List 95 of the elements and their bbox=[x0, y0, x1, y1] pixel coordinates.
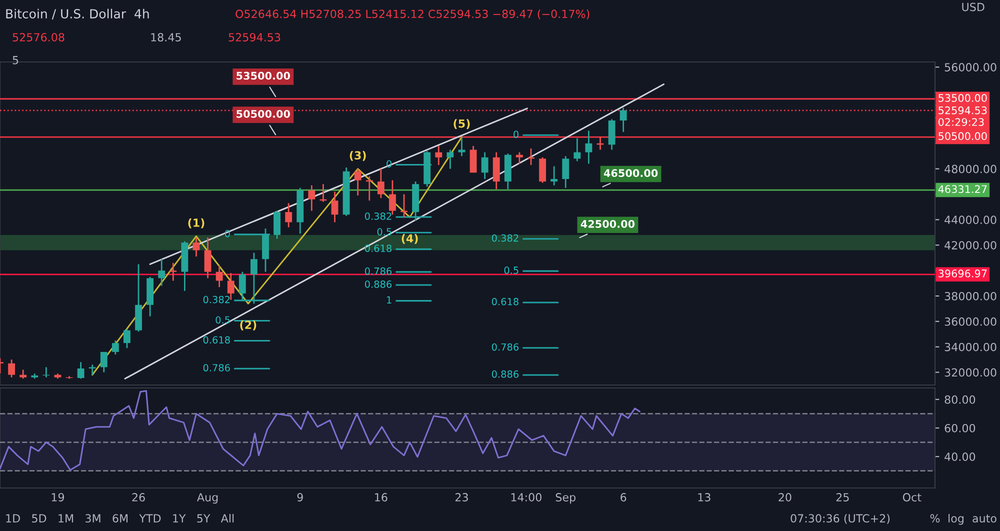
candlestick bbox=[354, 168, 362, 196]
y-tick-label: 32000.00 bbox=[944, 368, 996, 377]
annotation: 0.382 bbox=[364, 212, 392, 220]
candlestick bbox=[585, 130, 592, 164]
y-tick-label: 44000.00 bbox=[944, 216, 996, 224]
candlestick bbox=[158, 258, 166, 287]
annotation: 0.886 bbox=[492, 370, 519, 378]
x-tick-label: 13 bbox=[698, 493, 710, 502]
text: USD bbox=[962, 2, 984, 12]
y-tick-label: 36000.00 bbox=[944, 317, 996, 326]
annotation: (5) bbox=[454, 119, 470, 130]
candlestick bbox=[204, 236, 212, 279]
y-tick-label: 34000.00 bbox=[944, 342, 996, 352]
annotation: 0.618 bbox=[203, 336, 230, 344]
annotation: (3) bbox=[350, 150, 366, 161]
x-tick-label: Sep bbox=[556, 493, 576, 504]
y-tick-label: 42000.00 bbox=[944, 241, 996, 250]
annotation: (1) bbox=[188, 218, 204, 228]
y-tick-label: 56000.00 bbox=[944, 63, 996, 72]
candlestick bbox=[170, 262, 177, 282]
annotation: 0.786 bbox=[203, 364, 230, 372]
candlestick bbox=[331, 191, 338, 223]
candlestick bbox=[481, 152, 488, 180]
annotation: 46500.00 bbox=[604, 169, 658, 178]
candlestick bbox=[112, 340, 119, 356]
y-tick-label: 48000.00 bbox=[944, 164, 996, 174]
text: 1D 5D 1M 3M 6M YTD 1Y 5Y All bbox=[6, 514, 234, 523]
x-tick-label: Oct bbox=[902, 493, 922, 502]
annotation: 50500.00 bbox=[236, 110, 290, 118]
y-tick-label: 38000.00 bbox=[944, 292, 996, 300]
candlestick bbox=[574, 138, 581, 162]
candlestick bbox=[100, 351, 108, 373]
annotation: 5 bbox=[12, 56, 18, 64]
candlestick bbox=[562, 155, 570, 189]
y-tick-label: 40.00 bbox=[944, 452, 976, 461]
annotation: 0 bbox=[514, 130, 518, 138]
x-tick-label: 25 bbox=[836, 493, 849, 502]
annotation: 0.5 bbox=[216, 316, 230, 324]
candlestick bbox=[88, 364, 96, 376]
annotation: (4) bbox=[402, 234, 418, 244]
annotation: 0.618 bbox=[492, 298, 518, 306]
annotation: (2) bbox=[240, 320, 256, 330]
annotation: 0.786 bbox=[492, 343, 519, 351]
candlestick bbox=[516, 152, 523, 164]
x-tick-label: Aug bbox=[197, 493, 218, 504]
text: 18.45 bbox=[151, 33, 181, 42]
candlestick bbox=[285, 202, 292, 228]
text: 52594.53 bbox=[228, 33, 280, 42]
x-tick-label: 14:00 bbox=[511, 493, 542, 502]
candlestick bbox=[446, 149, 454, 170]
ref-line-label: 46331.27 bbox=[938, 185, 987, 194]
annotation: 0.786 bbox=[364, 267, 392, 275]
annotation: 0.382 bbox=[203, 296, 230, 304]
x-tick-label: 23 bbox=[455, 493, 468, 502]
y-tick-label: 80.00 bbox=[944, 395, 976, 404]
candlestick bbox=[8, 358, 16, 378]
x-tick-label: 16 bbox=[375, 493, 388, 502]
annotation: 0.5 bbox=[504, 266, 518, 274]
text: O52646.54 H52708.25 L52415.12 C52594.53 −89.47 (−0.17%) bbox=[236, 10, 590, 20]
annotation: 42500.00 bbox=[580, 220, 635, 228]
candlestick bbox=[620, 107, 627, 133]
ref-line-label: 53500.00 bbox=[938, 94, 987, 102]
text: 52576.08 bbox=[12, 33, 64, 42]
annotation: 0.5 bbox=[377, 228, 392, 236]
candlestick bbox=[274, 210, 280, 240]
candlestick bbox=[470, 145, 477, 174]
candlestick bbox=[192, 236, 200, 258]
ref-line-label: 50500.00 bbox=[938, 132, 987, 140]
text: 07:30:36 (UTC+2) bbox=[790, 514, 890, 524]
annotation: 0.618 bbox=[364, 244, 392, 252]
chart-title: Bitcoin / U.S. Dollar 4h bbox=[6, 8, 149, 20]
ref-line-label: 52594.53 02:29:23 bbox=[938, 106, 987, 126]
x-tick-label: 26 bbox=[132, 493, 145, 502]
candlestick bbox=[124, 328, 130, 349]
candlestick bbox=[550, 166, 558, 186]
ref-line-label: 39696.97 bbox=[938, 270, 987, 278]
y-tick-label: 60.00 bbox=[944, 424, 976, 432]
text: log bbox=[948, 514, 964, 525]
candlestick bbox=[539, 156, 546, 184]
x-tick-label: 6 bbox=[620, 493, 626, 502]
candlestick bbox=[308, 184, 316, 212]
candlestick bbox=[458, 136, 466, 157]
candlestick bbox=[377, 168, 384, 199]
annotation: 53500.00 bbox=[236, 72, 290, 80]
x-tick-label: 19 bbox=[52, 493, 64, 502]
candlestick bbox=[77, 361, 84, 380]
candlestick bbox=[435, 145, 442, 166]
annotation: 0.382 bbox=[492, 234, 518, 242]
annotation: 1 bbox=[387, 296, 392, 304]
text: % bbox=[930, 514, 940, 523]
x-tick-label: 20 bbox=[778, 493, 792, 502]
annotation: 0.886 bbox=[364, 280, 392, 288]
text: auto bbox=[972, 514, 996, 523]
candlestick bbox=[216, 264, 223, 288]
x-tick-label: 9 bbox=[297, 493, 303, 502]
